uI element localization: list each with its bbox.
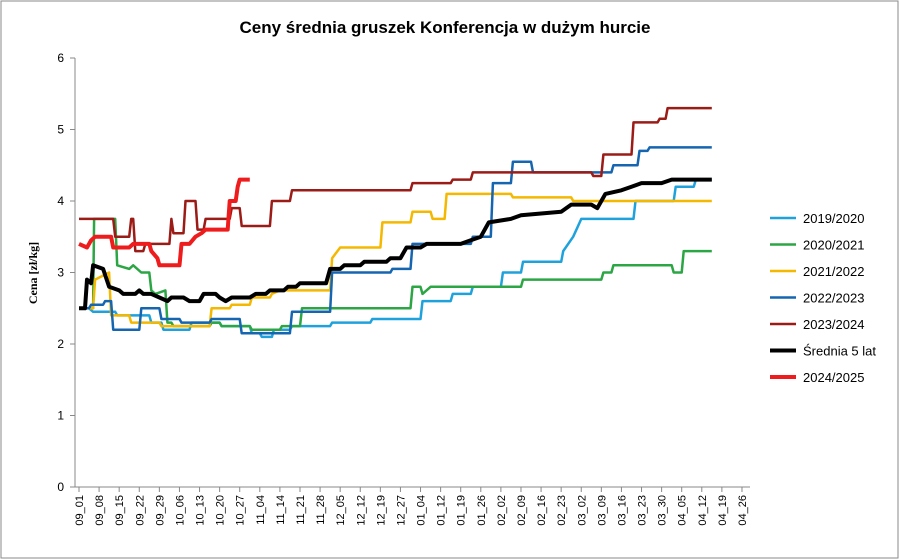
- y-axis-label: Cena [zł/kg]: [26, 242, 40, 304]
- legend-label: Średnia 5 lat: [803, 344, 876, 359]
- x-tick-label: 12_12: [355, 495, 367, 526]
- legend: 2019/2020 2020/2021 2021/2022 2022/2023 2023…: [770, 211, 876, 385]
- legend-label: 2022/2023: [803, 291, 864, 306]
- x-tick-label: 01_12: [436, 495, 448, 526]
- legend-label: 2021/2022: [803, 264, 864, 279]
- x-tick-label: 04_12: [697, 495, 709, 526]
- x-tick-label: 11_28: [315, 495, 327, 525]
- x-tick-label: 03_23: [637, 495, 649, 526]
- y-tick-label: 5: [57, 123, 64, 137]
- legend-label: 2019/2020: [803, 211, 864, 226]
- x-tick-label: 04_19: [717, 495, 729, 526]
- x-tick-label: 02_02: [496, 495, 508, 526]
- x-tick-label: 01_19: [456, 495, 468, 526]
- x-tick-label: 11_21: [295, 495, 307, 525]
- x-tick-label: 01_26: [476, 495, 488, 526]
- chart-title: Ceny średnia gruszek Konferencja w dużym…: [240, 18, 651, 37]
- x-tick-label: 01_04: [416, 495, 428, 526]
- x-tick-label: 02_16: [536, 495, 548, 526]
- x-tick-label: 03_16: [616, 495, 628, 526]
- y-tick-label: 6: [57, 51, 64, 65]
- x-tick-label: 02_23: [556, 495, 568, 526]
- x-tick-label: 02_09: [516, 495, 528, 526]
- y-tick-label: 3: [57, 266, 64, 280]
- y-tick-label: 4: [57, 194, 64, 208]
- series-line-2023-2024: [79, 106, 712, 253]
- x-tick-label: 10_20: [215, 495, 227, 526]
- x-tick-label: 10_13: [195, 495, 207, 526]
- y-tick-label: 0: [57, 480, 64, 494]
- y-tick-label: 1: [57, 409, 64, 423]
- x-tick-label: 09_29: [154, 495, 166, 526]
- x-tick-label: 11_14: [275, 495, 287, 525]
- x-tick-label: 09_01: [74, 495, 86, 526]
- x-tick-label: 04_26: [737, 495, 749, 526]
- x-tick-label: 09_15: [114, 495, 126, 526]
- x-tick-label: 04_05: [677, 495, 689, 526]
- legend-label: 2024/2025: [803, 370, 864, 385]
- x-tick-label: 10_27: [235, 495, 247, 526]
- x-tick-label: 03_02: [576, 495, 588, 526]
- series-line-2024-2025: [78, 177, 250, 268]
- x-tick-label: 09_08: [94, 495, 106, 526]
- series-line--rednia-5-lat: [79, 177, 712, 311]
- x-tick-label: 03_30: [657, 495, 669, 526]
- legend-label: 2020/2021: [803, 238, 864, 253]
- plot-area: 0 1 2 3 4 5 6 09_01 09_08 09_15 09_22 09_29 10_06 10_…: [57, 51, 750, 526]
- x-tick-label: 10_06: [174, 495, 186, 526]
- series-line-2020-2021: [79, 217, 712, 331]
- x-tick-label: 11_04: [255, 495, 267, 525]
- y-tick-label: 2: [57, 337, 64, 351]
- x-tick-label: 03_09: [596, 495, 608, 526]
- x-tick-label: 12_27: [395, 495, 407, 526]
- x-tick-label: 09_22: [134, 495, 146, 526]
- x-tick-label: 12_05: [335, 495, 347, 526]
- legend-label: 2023/2024: [803, 317, 864, 332]
- x-tick-label: 12_19: [375, 495, 387, 526]
